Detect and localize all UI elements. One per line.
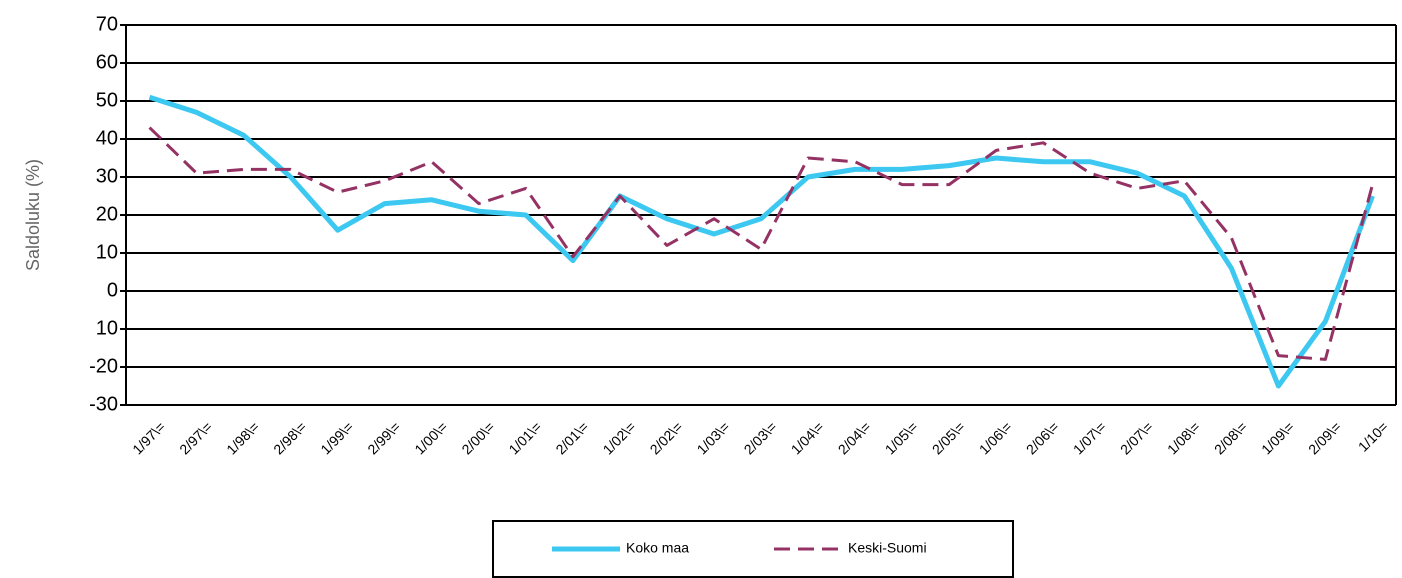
x-tick-label: 2/97\= bbox=[176, 418, 215, 457]
x-tick-label: 1/02\= bbox=[600, 418, 639, 457]
x-tick-label: 2/01\= bbox=[552, 418, 591, 457]
series-line bbox=[148, 126, 1374, 361]
x-tick-label: 1/06\= bbox=[976, 418, 1015, 457]
y-tick-label: 70 bbox=[96, 13, 118, 35]
x-tick-label: 2/09\= bbox=[1305, 418, 1344, 457]
x-tick-label: 2/03\= bbox=[741, 418, 780, 457]
y-axis-label: Saldoluku (%) bbox=[23, 159, 43, 271]
x-tick-label: 1/09\= bbox=[1258, 418, 1297, 457]
x-tick-label: 1/05\= bbox=[882, 418, 921, 457]
x-tick-label: 2/02\= bbox=[647, 418, 686, 457]
legend-label: Koko maa bbox=[626, 540, 689, 556]
x-tick-label: 2/05\= bbox=[929, 418, 968, 457]
y-tick-label: 40 bbox=[96, 127, 118, 149]
y-tick-label: 50 bbox=[96, 89, 118, 111]
x-tick-label: 1/04\= bbox=[788, 418, 827, 457]
x-tick-label: 2/00\= bbox=[458, 418, 497, 457]
x-tick-label: 2/06\= bbox=[1023, 418, 1062, 457]
y-tick-label: 0 bbox=[107, 279, 118, 301]
x-tick-label: 2/08\= bbox=[1211, 418, 1250, 457]
legend-label: Keski-Suomi bbox=[848, 540, 927, 556]
x-tick-label: 2/04\= bbox=[835, 418, 874, 457]
y-tick-label: 60 bbox=[96, 51, 118, 73]
x-tick-label: 1/10= bbox=[1355, 418, 1391, 454]
y-tick-label: 10 bbox=[96, 241, 118, 263]
x-tick-label: 2/98\= bbox=[270, 418, 309, 457]
x-tick-label: 1/99\= bbox=[317, 418, 356, 457]
y-tick-label: 20 bbox=[96, 203, 118, 225]
y-tick-label: -20 bbox=[89, 355, 118, 377]
x-tick-label: 1/00\= bbox=[411, 418, 450, 457]
x-tick-label: 1/08\= bbox=[1164, 418, 1203, 457]
x-tick-label: 1/98\= bbox=[223, 418, 262, 457]
y-tick-label: -30 bbox=[89, 393, 118, 415]
series-line bbox=[148, 94, 1375, 389]
x-tick-label: 2/07\= bbox=[1117, 418, 1156, 457]
y-tick-label: 10 bbox=[96, 317, 118, 339]
x-tick-label: 2/99\= bbox=[364, 418, 403, 457]
x-tick-label: 1/03\= bbox=[694, 418, 733, 457]
x-tick-label: 1/97\= bbox=[129, 418, 168, 457]
x-tick-label: 1/01\= bbox=[505, 418, 544, 457]
x-tick-label: 1/07\= bbox=[1070, 418, 1109, 457]
y-tick-label: 30 bbox=[96, 165, 118, 187]
